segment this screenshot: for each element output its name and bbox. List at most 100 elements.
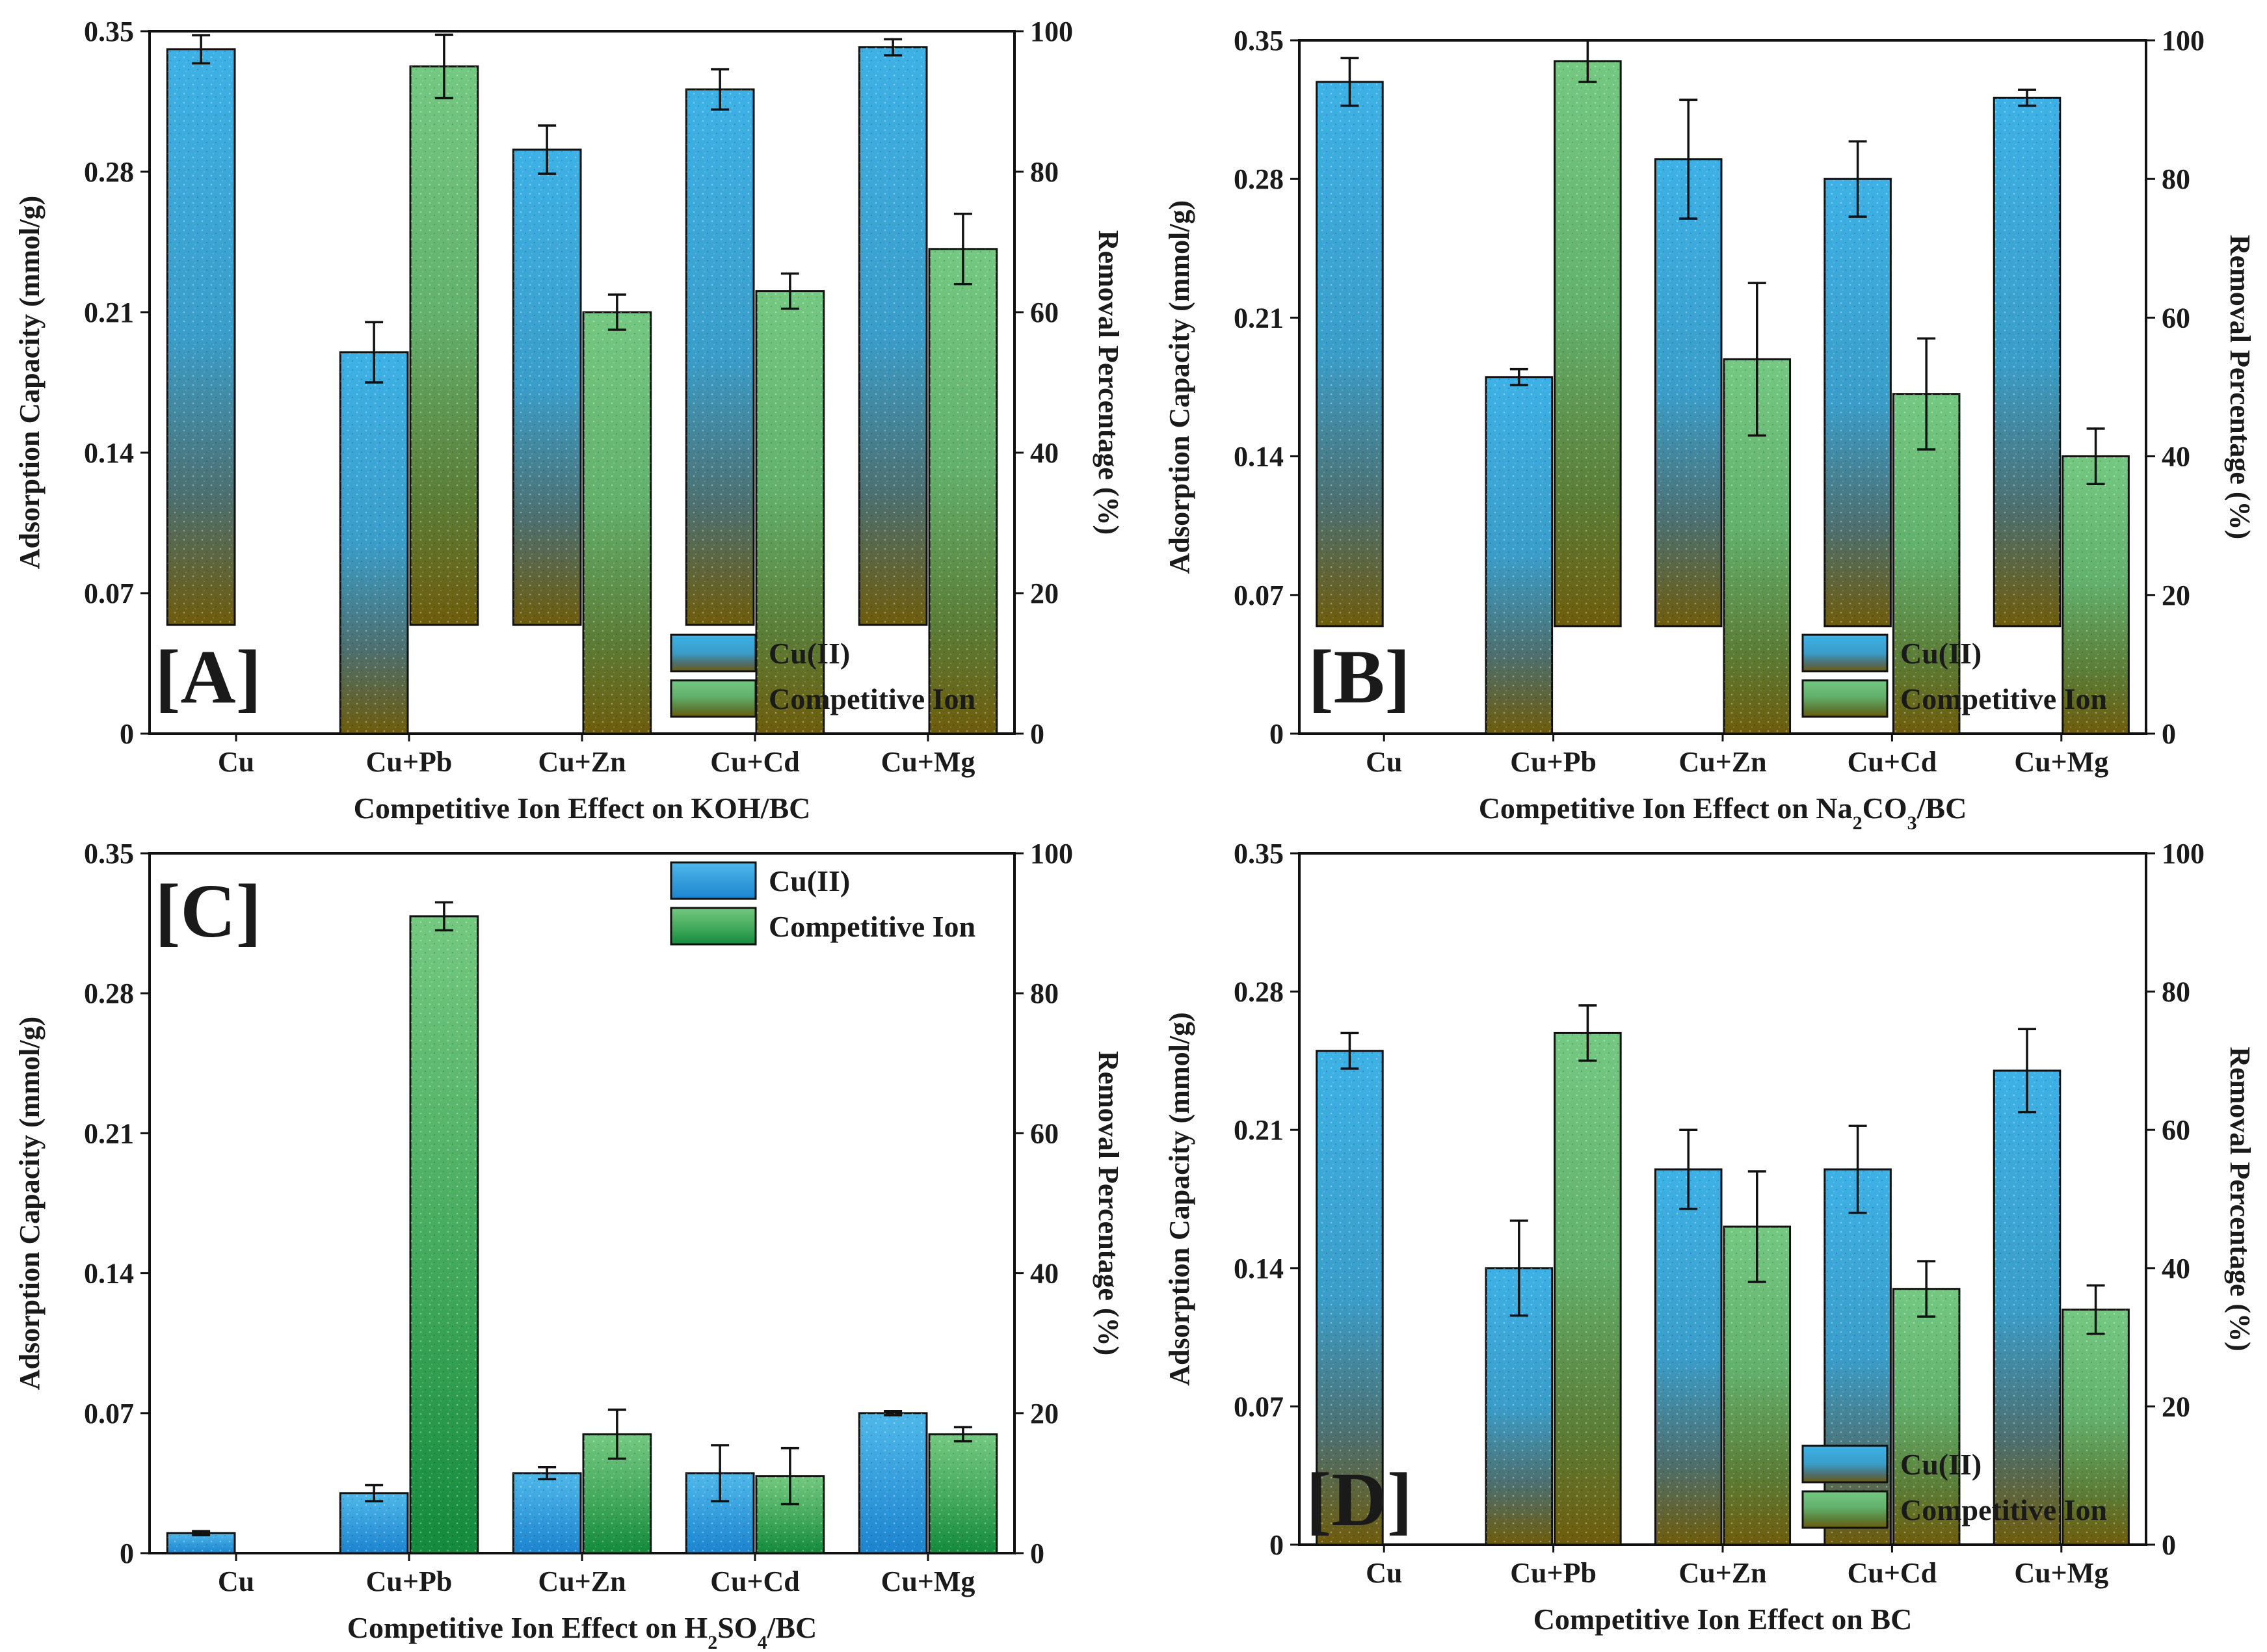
legend-label: Competitive Ion bbox=[1900, 682, 2107, 715]
bar-texture bbox=[1994, 1071, 2060, 1545]
legend: Cu(II) Competitive Ion bbox=[1801, 1445, 2107, 1529]
bar-texture bbox=[756, 291, 824, 734]
y-tick-label: 0.35 bbox=[1234, 838, 1284, 870]
y2-axis-title: Removal Percentage (%) bbox=[2224, 1046, 2256, 1351]
legend-swatch-cu bbox=[670, 633, 757, 673]
x-tick-label: Cu+Cd bbox=[1848, 746, 1937, 778]
y-axis-title: Adsorption Capacity (mmol/g) bbox=[14, 1017, 46, 1390]
chart-panel-3: Cu Cu+Pb Cu+Zn Cu+Cd Cu+Mg 0 0.07 0.14 0.21 0.28 0… bbox=[14, 838, 1124, 1652]
legend-swatch-competitive bbox=[670, 907, 757, 946]
bar-texture bbox=[1655, 1169, 1721, 1545]
y2-tick-label: 40 bbox=[2162, 441, 2190, 473]
x-axis-title-part: Competitive Ion Effect on Na bbox=[1479, 792, 1853, 825]
y2-tick-label: 60 bbox=[1030, 1117, 1059, 1149]
subscript: 4 bbox=[758, 1632, 767, 1652]
y2-axis-title: Removal Percentage (%) bbox=[1093, 230, 1124, 535]
y2-tick-label: 20 bbox=[1030, 578, 1059, 609]
y2-tick-label: 100 bbox=[1030, 16, 1073, 47]
y-tick-label: 0.14 bbox=[1234, 441, 1284, 473]
y-tick-label: 0.07 bbox=[1234, 580, 1284, 611]
bar-texture bbox=[2062, 456, 2129, 734]
bar-texture bbox=[1486, 377, 1552, 734]
x-tick-label: Cu+Zn bbox=[538, 746, 626, 778]
legend: Cu(II) Competitive Ion bbox=[670, 633, 975, 718]
x-tick-label: Cu bbox=[218, 1565, 254, 1597]
y2-tick-label: 40 bbox=[1030, 437, 1059, 469]
x-axis-title: Competitive Ion Effect on H2SO4/BC bbox=[347, 1611, 817, 1652]
bar-texture bbox=[1554, 1033, 1621, 1545]
y2-tick-label: 100 bbox=[2162, 838, 2205, 870]
bar-texture bbox=[410, 916, 478, 1553]
y2-tick-label: 40 bbox=[1030, 1258, 1059, 1290]
x-tick-label: Cu+Cd bbox=[710, 1565, 800, 1597]
x-axis-title-part: SO bbox=[717, 1611, 757, 1644]
bar-texture bbox=[1655, 159, 1721, 626]
x-axis-title: Competitive Ion Effect on Na2CO3/BC bbox=[1479, 792, 1967, 834]
bar-texture bbox=[859, 1413, 927, 1553]
y2-tick-label: 0 bbox=[1030, 1538, 1044, 1569]
y2-tick-label: 40 bbox=[2162, 1253, 2190, 1285]
bar-texture bbox=[1824, 179, 1891, 626]
bar-texture bbox=[2062, 1309, 2129, 1545]
x-tick-label: Cu+Zn bbox=[1678, 1557, 1766, 1589]
y-axis-title: Adsorption Capacity (mmol/g) bbox=[1163, 200, 1195, 574]
y-tick-label: 0.07 bbox=[84, 578, 134, 609]
x-tick-label: Cu+Pb bbox=[366, 1565, 453, 1597]
legend: Cu(II) Competitive Ion bbox=[1801, 633, 2107, 718]
x-tick-label: Cu+Mg bbox=[881, 1565, 975, 1597]
y-tick-label: 0.21 bbox=[1234, 1114, 1284, 1146]
y-tick-label: 0 bbox=[1269, 1529, 1284, 1561]
chart-panel-2: Cu Cu+Pb Cu+Zn Cu+Cd Cu+Mg 0 0.07 0.14 0.21 0.28 0… bbox=[1163, 25, 2256, 834]
panel-label: [C] bbox=[155, 868, 261, 953]
legend-swatch-cu bbox=[670, 861, 757, 900]
y-tick-label: 0.28 bbox=[1234, 163, 1284, 195]
bar-texture bbox=[513, 1473, 581, 1553]
y2-tick-label: 80 bbox=[2162, 976, 2190, 1008]
chart-panel-1: Cu Cu+Pb Cu+Zn Cu+Cd Cu+Mg 0 0.07 0.14 0.21 0.28 0… bbox=[14, 16, 1124, 825]
legend-swatch-cu bbox=[1801, 1445, 1889, 1484]
bar-texture bbox=[340, 352, 408, 734]
y-tick-label: 0.14 bbox=[84, 437, 134, 469]
y2-tick-label: 20 bbox=[2162, 1391, 2190, 1422]
x-tick-label: Cu+Cd bbox=[710, 746, 800, 778]
x-axis-title-part: /BC bbox=[767, 1611, 817, 1644]
y-tick-label: 0.28 bbox=[84, 978, 134, 1009]
x-tick-label: Cu+Mg bbox=[881, 746, 975, 778]
x-axis-title-part: /BC bbox=[1916, 792, 1967, 825]
x-axis-title: Competitive Ion Effect on KOH/BC bbox=[354, 792, 811, 825]
x-tick-label: Cu+Zn bbox=[538, 1565, 626, 1597]
y2-tick-label: 80 bbox=[2162, 163, 2190, 195]
bar-texture bbox=[340, 1493, 408, 1553]
x-tick-label: Cu+Cd bbox=[1848, 1557, 1937, 1589]
x-axis-title-part: Competitive Ion Effect on H bbox=[347, 1611, 708, 1644]
bar-texture bbox=[929, 248, 997, 734]
y-tick-label: 0.28 bbox=[84, 156, 134, 188]
legend-label: Cu(II) bbox=[1900, 637, 1982, 670]
y-axis-title: Adsorption Capacity (mmol/g) bbox=[14, 196, 46, 569]
y-tick-label: 0 bbox=[120, 718, 134, 750]
y2-tick-label: 60 bbox=[2162, 302, 2190, 334]
legend-label: Cu(II) bbox=[769, 864, 850, 898]
legend-swatch-competitive bbox=[1801, 1490, 1889, 1529]
bar-texture bbox=[1893, 393, 1959, 734]
x-tick-label: Cu bbox=[1366, 1557, 1402, 1589]
legend-label: Cu(II) bbox=[769, 637, 850, 670]
y-tick-label: 0 bbox=[1269, 718, 1284, 750]
y-tick-label: 0 bbox=[120, 1538, 134, 1569]
bar-texture bbox=[929, 1434, 997, 1553]
panel-label: [D] bbox=[1306, 1457, 1412, 1542]
panel-label: [A] bbox=[155, 634, 261, 719]
y2-tick-label: 0 bbox=[2162, 1529, 2176, 1561]
y2-tick-label: 100 bbox=[2162, 25, 2205, 57]
bar-texture bbox=[686, 89, 754, 625]
subscript: 2 bbox=[708, 1632, 717, 1652]
y-tick-label: 0.35 bbox=[1234, 25, 1284, 57]
y-tick-label: 0.14 bbox=[1234, 1253, 1284, 1285]
legend-swatch-competitive bbox=[1801, 679, 1889, 718]
panel-label: [B] bbox=[1308, 634, 1410, 719]
y2-axis-title: Removal Percentage (%) bbox=[1093, 1051, 1124, 1355]
chart-panel-4: Cu Cu+Pb Cu+Zn Cu+Cd Cu+Mg 0 0.07 0.14 0.21 0.28 0… bbox=[1163, 838, 2256, 1636]
x-tick-label: Cu+Pb bbox=[1510, 1557, 1597, 1589]
y-tick-label: 0.07 bbox=[84, 1398, 134, 1430]
